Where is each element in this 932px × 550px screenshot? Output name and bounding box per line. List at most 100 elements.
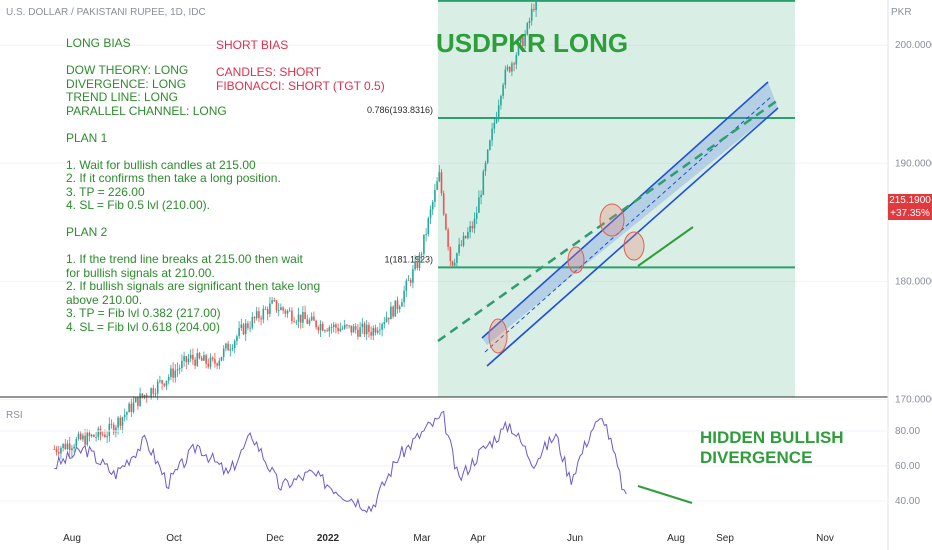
price-tick-label: 190.0000 bbox=[895, 158, 932, 169]
candle bbox=[244, 323, 247, 335]
candle bbox=[370, 332, 372, 336]
candle bbox=[341, 328, 344, 330]
price-tick-label: 170.0000 bbox=[895, 395, 932, 406]
trend-line bbox=[437, 98, 779, 343]
rsi-line bbox=[54, 410, 627, 514]
candle bbox=[515, 55, 518, 65]
candle bbox=[486, 149, 489, 163]
fib-label: 0.786(193.8316) bbox=[367, 105, 433, 115]
candle bbox=[178, 368, 181, 370]
candle bbox=[530, 8, 533, 21]
candle bbox=[174, 370, 177, 378]
candle bbox=[194, 359, 196, 366]
candle bbox=[436, 181, 438, 190]
candle bbox=[110, 423, 113, 425]
candle bbox=[445, 214, 447, 230]
candle bbox=[456, 253, 458, 263]
candle bbox=[128, 403, 130, 413]
candle bbox=[269, 303, 271, 314]
candle bbox=[101, 434, 104, 436]
candle bbox=[233, 340, 236, 348]
candle bbox=[163, 383, 166, 386]
time-tick-label: Jun bbox=[567, 533, 583, 544]
candle bbox=[425, 233, 427, 235]
highlight-circle bbox=[567, 246, 585, 274]
candle bbox=[126, 412, 128, 415]
candle bbox=[429, 209, 432, 219]
rsi-tick-label: 60.00 bbox=[895, 461, 920, 472]
long-bias-notes: LONG BIAS DOW THEORY: LONG DIVERGENCE: L… bbox=[66, 36, 321, 334]
rsi-axis: 40.00 60.00 80.00 bbox=[895, 426, 920, 507]
candle bbox=[86, 432, 89, 445]
candle bbox=[189, 354, 192, 359]
candle bbox=[324, 330, 326, 332]
candle bbox=[495, 116, 498, 123]
rsi-divergence-line bbox=[637, 485, 693, 504]
candle bbox=[524, 34, 526, 46]
candle bbox=[152, 388, 155, 394]
candle bbox=[352, 326, 355, 333]
last-price-tag: 215.1900 +37.35% bbox=[888, 194, 932, 220]
candle bbox=[255, 311, 258, 319]
candle bbox=[317, 327, 320, 331]
candle bbox=[170, 368, 172, 377]
candle bbox=[451, 261, 454, 266]
candle bbox=[519, 37, 522, 44]
candle bbox=[55, 449, 58, 452]
candle bbox=[343, 324, 346, 329]
last-price-value: 215.1900 bbox=[889, 195, 931, 206]
candle bbox=[108, 423, 111, 436]
candle bbox=[478, 197, 480, 213]
parallel-channel bbox=[437, 81, 779, 367]
candle bbox=[123, 414, 126, 418]
candle bbox=[95, 436, 97, 438]
candle bbox=[332, 324, 335, 328]
candle bbox=[407, 279, 410, 281]
candle bbox=[418, 254, 421, 269]
candle bbox=[200, 358, 203, 361]
candle bbox=[299, 314, 302, 323]
candle bbox=[528, 20, 531, 24]
candle bbox=[359, 327, 361, 337]
candle bbox=[145, 395, 148, 398]
candle bbox=[409, 279, 412, 283]
candle bbox=[412, 269, 414, 283]
candle bbox=[62, 443, 64, 449]
candle bbox=[192, 354, 194, 360]
candle bbox=[71, 448, 73, 451]
candle bbox=[185, 356, 188, 363]
candle bbox=[310, 316, 313, 321]
candle bbox=[258, 311, 260, 319]
candle bbox=[326, 330, 328, 332]
candle bbox=[112, 424, 115, 433]
time-tick-label: Nov bbox=[816, 533, 834, 544]
channel-lower bbox=[486, 107, 779, 367]
candle bbox=[491, 128, 493, 141]
candle bbox=[97, 428, 100, 437]
candle bbox=[165, 380, 168, 386]
candle bbox=[431, 202, 434, 210]
candle bbox=[73, 446, 75, 449]
candle bbox=[365, 324, 368, 335]
candle bbox=[286, 310, 289, 314]
candle bbox=[403, 290, 405, 303]
candle bbox=[196, 353, 199, 366]
candle bbox=[277, 310, 280, 311]
candle bbox=[79, 433, 82, 440]
candle bbox=[508, 66, 511, 72]
candle bbox=[143, 395, 146, 397]
candle bbox=[209, 357, 212, 367]
candle bbox=[161, 380, 163, 384]
candle bbox=[159, 380, 161, 382]
candle bbox=[460, 244, 463, 246]
candle bbox=[302, 312, 304, 323]
candle bbox=[130, 403, 133, 412]
candle bbox=[533, 8, 535, 11]
candle bbox=[132, 402, 135, 412]
candle bbox=[390, 306, 392, 320]
candle bbox=[137, 397, 139, 406]
candle bbox=[464, 235, 467, 239]
rsi-grid bbox=[0, 430, 888, 502]
candle bbox=[339, 328, 342, 332]
candle bbox=[205, 355, 207, 364]
